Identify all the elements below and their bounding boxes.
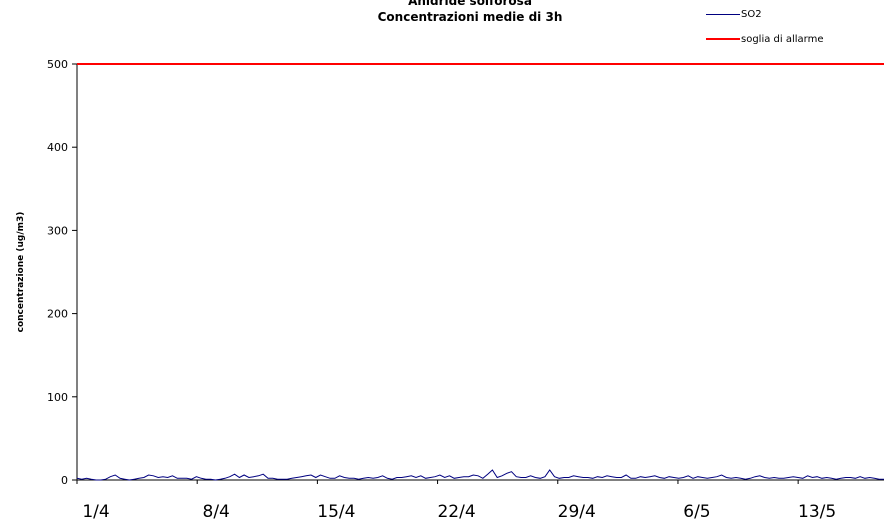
chart-title: Anidride solforosa (408, 0, 532, 8)
y-tick-label: 0 (61, 474, 68, 487)
x-tick-label: 29/4 (558, 502, 596, 522)
legend-item-soglia: soglia di allarme (706, 31, 824, 47)
y-tick-label: 100 (47, 391, 68, 404)
y-tick-label: 400 (47, 141, 68, 154)
x-tick-label: 22/4 (437, 502, 475, 522)
x-tick-label: 13/5 (798, 502, 836, 522)
y-tick-label: 500 (47, 58, 68, 71)
so2-series-line (76, 469, 884, 481)
x-tick-label: 1/4 (82, 502, 109, 522)
x-tick-label: 6/5 (683, 502, 710, 522)
x-tick-label: 8/4 (203, 502, 230, 522)
x-tick-label: 15/4 (317, 502, 355, 522)
chart-subtitle: Concentrazioni medie di 3h (377, 10, 563, 24)
legend-label-soglia: soglia di allarme (741, 33, 824, 45)
legend-label-so2: SO2 (741, 8, 762, 20)
legend-swatch-soglia (706, 38, 740, 40)
legend-swatch-so2 (706, 13, 740, 15)
legend-item-so2: SO2 (706, 6, 762, 22)
y-tick-label: 300 (47, 224, 68, 237)
y-tick-label: 200 (47, 308, 68, 321)
